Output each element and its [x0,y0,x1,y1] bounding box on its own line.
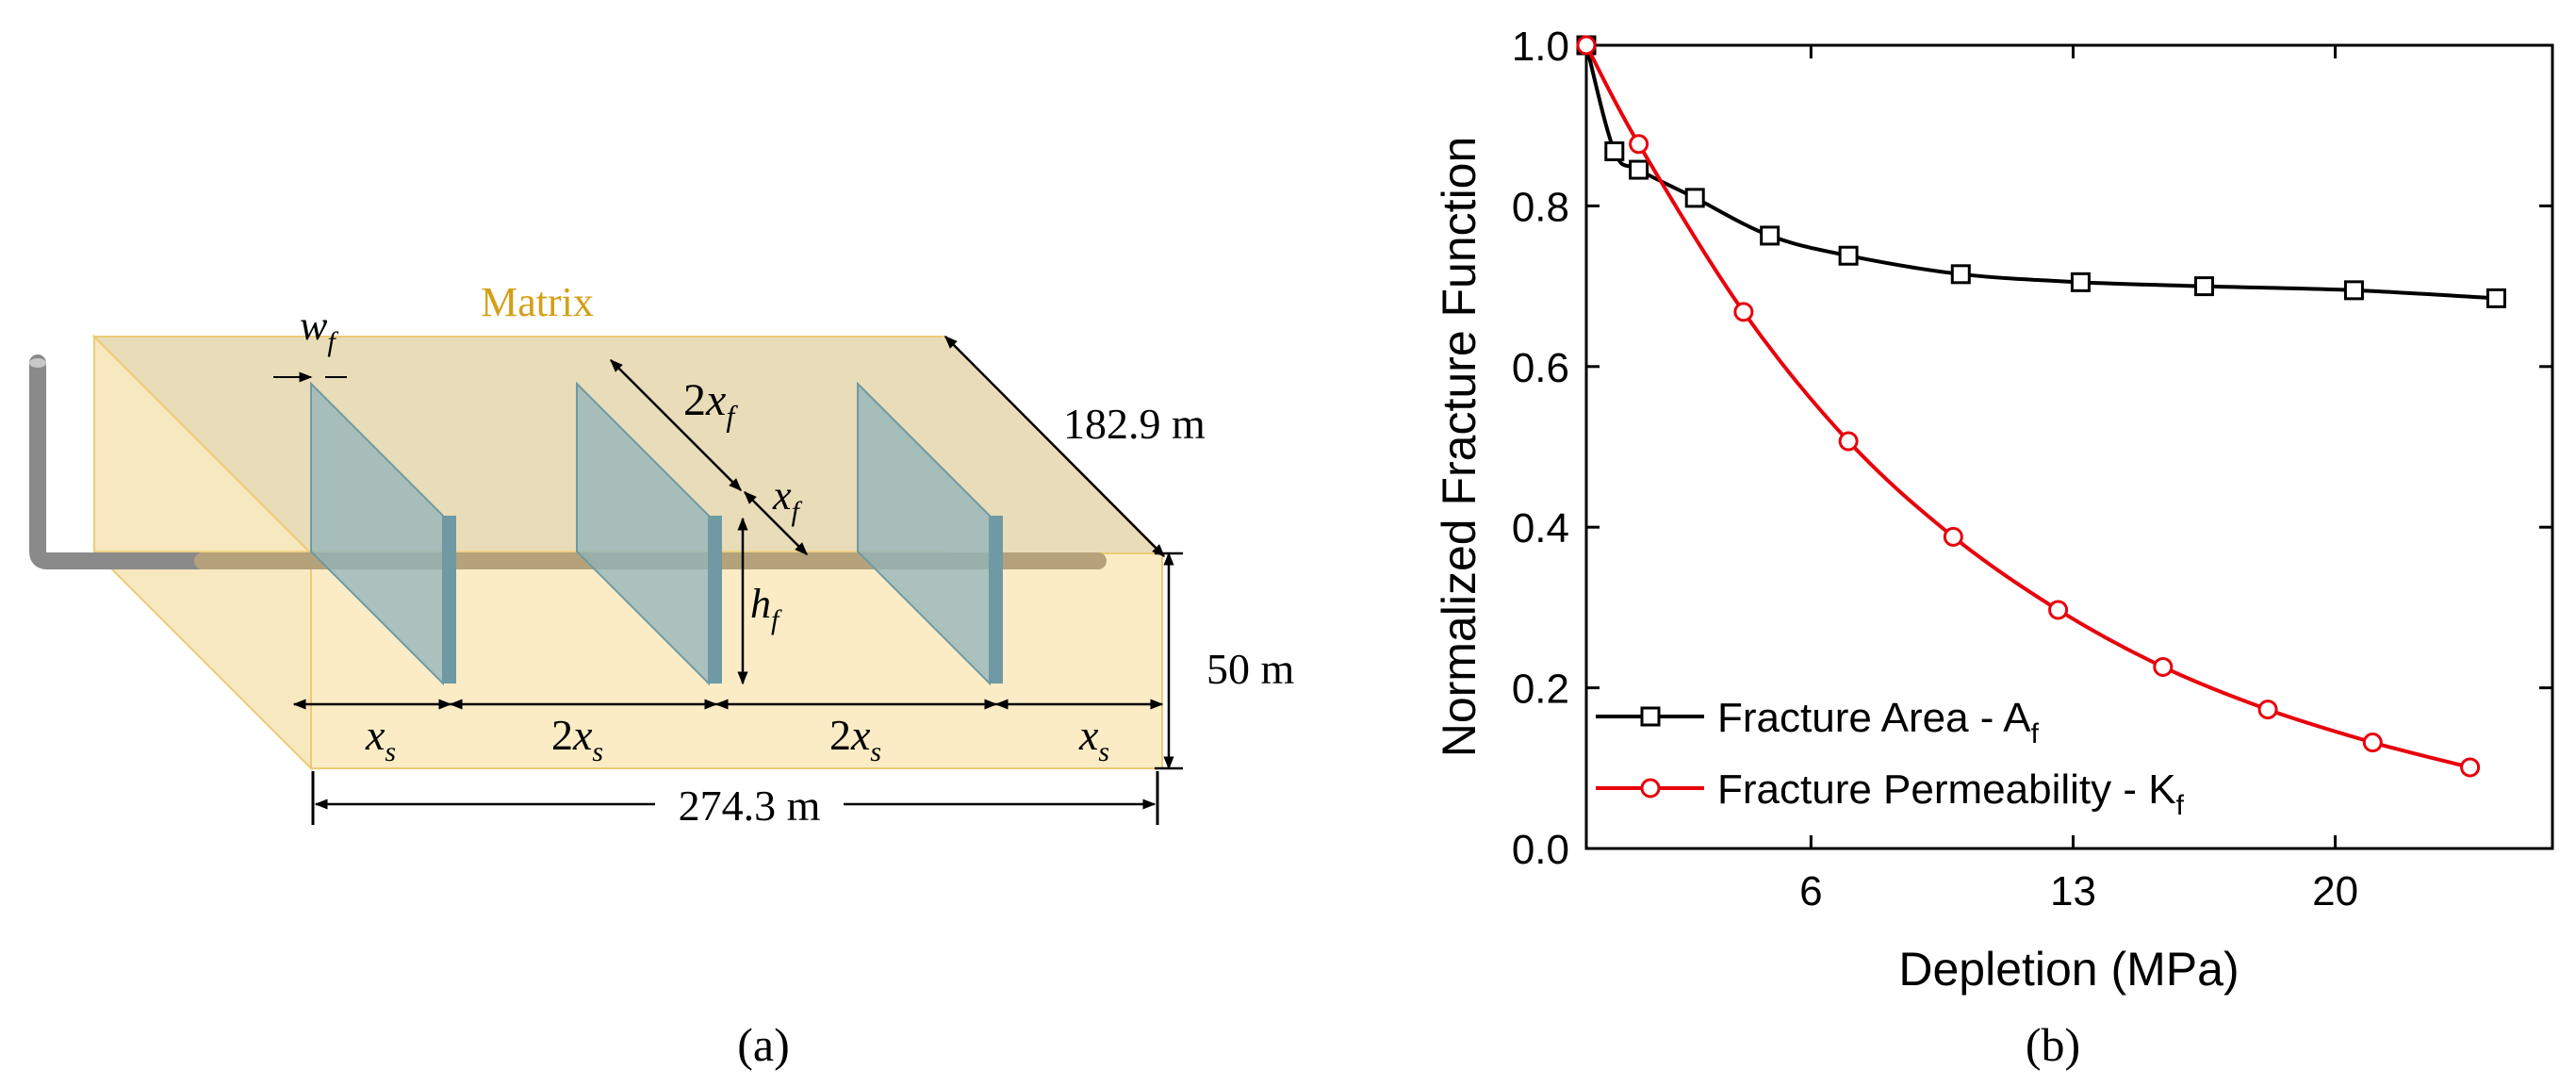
xs-subscript-1: s [385,736,396,767]
twoxf-annotation: 2xf [610,359,742,491]
width-annotation: 182.9 m [944,336,1206,557]
length-annotation: 274.3 m [311,771,1159,830]
height-label: 50 m [1206,645,1295,693]
legend-label-permeability-sub: f [2176,790,2185,821]
wf-symbol: w [300,303,328,349]
data-point-area [1604,140,1625,161]
x-tick-label: 20 [2312,868,2358,914]
svg-text:Fracture Permeability - Kf: Fracture Permeability - Kf [1717,766,2185,821]
plot-area [1576,35,2506,778]
xs-symbol-2: x [1078,711,1099,759]
data-point-area [2070,272,2091,292]
twoxs-symbol-1: x [572,711,593,759]
y-tick-label: 0.0 [1512,827,1569,873]
data-point-area [1838,245,1859,266]
panel-a: Matrix wf 2xf xf hf 182.9 m [29,279,1295,1071]
width-label: 182.9 m [1063,400,1206,448]
twoxs-subscript-1: s [592,736,603,767]
y-tick-label: 0.4 [1512,505,1569,552]
data-point-area [1684,188,1705,208]
x-tick-label: 13 [2050,868,2096,914]
y-tick-label: 0.8 [1512,184,1569,230]
caption-b: (b) [2026,1018,2080,1071]
data-point-area [2343,280,2364,301]
data-point-permeability [2153,656,2174,677]
legend-item-permeability: Fracture Permeability - Kf [1596,766,2185,821]
data-point-permeability [2257,700,2278,720]
svg-text:2xs: 2xs [551,711,603,767]
y-tick-label: 1.0 [1512,24,1569,70]
well-vertical-section [29,354,211,569]
twoxs-subscript-2: s [870,736,881,767]
data-point-area [1629,159,1649,180]
legend-item-area: Fracture Area - Af [1596,695,2040,749]
series-line-0 [1584,44,2497,301]
x-axis: 6 13 20 [1799,45,2358,914]
x-axis-label: Depletion (MPa) [1898,943,2239,996]
y-axis-label: Normalized Fracture Function [1433,137,1485,758]
y-tick-label: 0.6 [1512,345,1569,391]
legend-label-permeability: Fracture Permeability - K [1717,766,2176,813]
xf-symbol: x [772,472,792,519]
data-point-area [2486,288,2506,308]
twoxs-coef-1: 2 [551,711,573,759]
spacing-annotation: xs 2xs 2xs xs [292,699,1164,767]
data-point-permeability [1733,302,1754,322]
plot-frame [1584,43,2554,850]
data-point-permeability [1629,134,1649,155]
twoxf-coef: 2 [683,375,706,425]
panel-b: 0.0 0.2 0.4 0.6 0.8 1.0 6 13 20 Normalized Frac… [1433,24,2554,1071]
length-label: 274.3 m [679,782,821,830]
hf-symbol: h [750,581,771,627]
svg-text:Fracture Area - Af: Fracture Area - Af [1717,695,2040,749]
xs-symbol-1: x [365,711,386,759]
data-point-area [1760,225,1780,246]
data-point-area [1950,264,1971,285]
twoxs-symbol-2: x [850,711,871,759]
legend-label-area: Fracture Area - A [1717,695,2031,741]
svg-text:xs: xs [1078,711,1109,767]
height-annotation: 50 m [1155,552,1295,770]
twoxs-coef-2: 2 [829,711,851,759]
matrix-label: Matrix [481,279,594,325]
fracture-1 [310,381,456,686]
data-point-permeability [2362,733,2383,753]
svg-text:2xf: 2xf [683,375,738,433]
legend-label-area-sub: f [2031,718,2040,749]
y-tick-label: 0.2 [1512,667,1569,713]
data-point-permeability [1943,526,1963,547]
caption-a: (a) [737,1018,790,1071]
data-point-permeability [1838,431,1859,452]
well-top-cap [29,358,46,368]
x-tick-label: 6 [1799,868,1822,914]
xs-subscript-2: s [1098,736,1109,767]
data-point-permeability [1576,35,1597,56]
data-point-permeability [2460,757,2481,778]
data-point-area [2194,276,2215,297]
data-point-permeability [2048,600,2069,620]
svg-text:xs: xs [365,711,396,767]
svg-text:2xs: 2xs [829,711,881,767]
series-line-1 [1584,44,2471,769]
legend: Fracture Area - Af Fracture Permeability… [1596,695,2185,821]
twoxf-symbol: x [705,375,726,425]
y-axis: 0.0 0.2 0.4 0.6 0.8 1.0 [1512,24,2552,873]
